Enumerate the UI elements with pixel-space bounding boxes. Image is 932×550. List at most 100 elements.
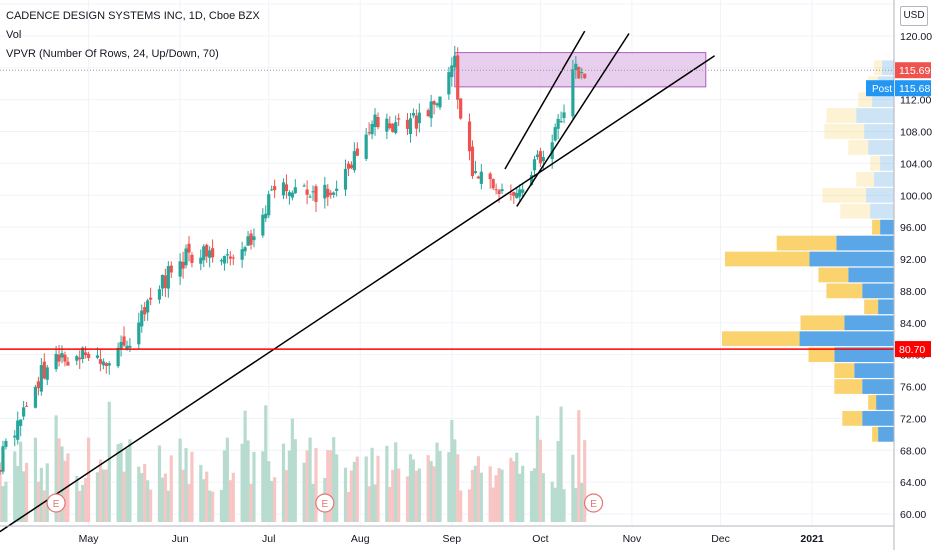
y-tick-label: 68.00 [900, 445, 926, 457]
candle-down [205, 244, 209, 257]
candle-up [435, 103, 439, 106]
volume-bar [326, 450, 330, 522]
volume-bar [332, 437, 336, 522]
candle-up [1, 446, 5, 472]
vpvr-down-bar [808, 347, 835, 363]
candle-down [0, 469, 2, 472]
volume-bar [541, 473, 545, 522]
candle-up [160, 274, 165, 289]
candle-down [432, 101, 436, 105]
post-price-badge: 115.68 [899, 83, 930, 95]
candle-up [267, 194, 271, 216]
volume-bar [187, 483, 191, 522]
candle-up [270, 189, 274, 191]
candle-up [293, 187, 297, 194]
volume-bar [160, 477, 165, 522]
x-tick-label: Oct [532, 533, 548, 545]
volume-bar [553, 487, 557, 522]
candle-up [574, 63, 578, 71]
vpvr-up-bar [880, 219, 894, 235]
vpvr-indicator-label[interactable]: VPVR (Number Of Rows, 24, Up/Down, 70) [6, 48, 219, 60]
candle-down [329, 192, 333, 195]
candle-up [19, 419, 23, 426]
trendlines[interactable] [0, 30, 894, 533]
candle-down [426, 110, 430, 117]
volume-bar [426, 455, 430, 522]
vpvr-down-bar [818, 267, 849, 283]
candle-up [125, 345, 129, 350]
vpvr-down-bar [872, 219, 881, 235]
currency-badge[interactable]: USD [900, 6, 928, 26]
candle-up [261, 214, 265, 236]
candle-up [95, 355, 100, 358]
vpvr-down-bar [872, 426, 879, 442]
volume-bar [42, 490, 46, 522]
volume-bar [577, 410, 581, 522]
y-tick-label: 96.00 [900, 222, 926, 234]
candle-down [63, 354, 67, 362]
candle-up [287, 192, 291, 196]
volume-bar [311, 483, 315, 522]
candle-down [228, 256, 232, 259]
candle-up [438, 96, 442, 108]
candle-down [512, 191, 516, 196]
candle-up [13, 435, 17, 438]
candle-up [521, 189, 525, 193]
vpvr-up-bar [878, 426, 894, 442]
trendline [0, 55, 716, 533]
volume-bar [231, 472, 235, 522]
candle-down [284, 184, 289, 192]
candle-up [60, 353, 64, 358]
vpvr-down-bar [864, 299, 879, 315]
vpvr-up-bar [862, 379, 894, 394]
y-tick-label: 88.00 [900, 286, 926, 298]
post-label-bg [866, 80, 894, 97]
vpvr-down-bar [800, 315, 845, 331]
candle-down [122, 336, 126, 346]
candle-up [116, 347, 120, 367]
volume-bar [405, 476, 410, 522]
vpvr-down-bar [824, 124, 865, 139]
candle-up [119, 341, 123, 350]
candle-up [364, 134, 368, 159]
volume-bar [225, 437, 229, 522]
candle-down [538, 151, 543, 164]
vpvr-up-bar [874, 171, 894, 187]
support-price-badge-bg [895, 341, 931, 358]
volume-bar [509, 457, 513, 522]
volume-bar [208, 490, 212, 522]
candle-down [149, 297, 153, 300]
candle-up [323, 184, 327, 199]
volume-bar [45, 463, 49, 522]
candle-down [231, 257, 235, 259]
candle-down [459, 98, 463, 119]
vol-indicator-label[interactable]: Vol [6, 29, 22, 41]
candle-down [187, 243, 191, 253]
candle-down [78, 357, 82, 360]
candle-up [16, 420, 20, 440]
vpvr-up-bar [868, 140, 894, 155]
candle-up [352, 151, 356, 171]
candle-down [376, 117, 380, 128]
candle-down [66, 361, 70, 366]
vpvr-down-bar [834, 379, 863, 394]
volume-bar [385, 445, 389, 522]
vpvr-down-bar [856, 171, 875, 187]
volume-bar [243, 410, 247, 522]
candle-up [308, 196, 312, 198]
volume-bar [78, 491, 82, 522]
candle-down [583, 73, 587, 79]
volume-bar [222, 450, 227, 522]
volume-bar [19, 441, 23, 522]
volume-bar [281, 443, 286, 522]
volume-bar [54, 415, 58, 522]
vpvr-up-bar [844, 315, 894, 331]
volume-bar [488, 466, 492, 522]
vpvr-up-bar [876, 395, 894, 410]
volume-bar [75, 475, 79, 522]
last-price-badge-bg [895, 62, 931, 79]
candle-down [367, 132, 371, 134]
volume-bar [497, 468, 501, 522]
